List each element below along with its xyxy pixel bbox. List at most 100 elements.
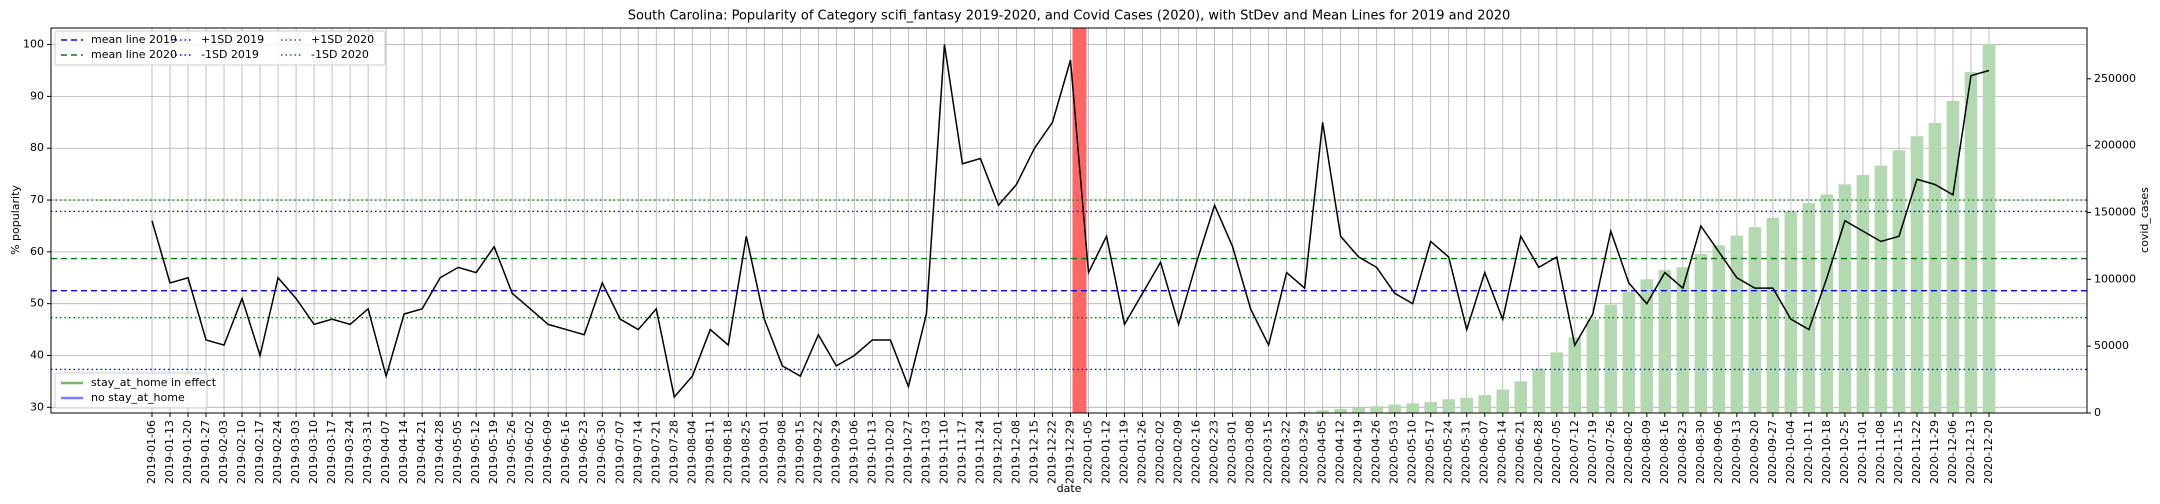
bar — [1748, 227, 1762, 413]
bar — [1532, 368, 1546, 413]
x-tick-label: 2020-10-11 — [1802, 420, 1815, 484]
legend-box — [54, 372, 208, 409]
x-tick-label: 2020-01-19 — [1118, 420, 1131, 484]
bar — [1964, 72, 1978, 413]
x-tick-label: 2019-03-17 — [325, 420, 338, 484]
x-tick-label: 2019-06-23 — [577, 420, 590, 484]
bar — [1802, 203, 1816, 413]
y-tick-label: 40 — [30, 348, 44, 361]
bar — [1694, 253, 1708, 413]
bar — [1550, 352, 1564, 413]
x-tick-label: 2020-09-13 — [1730, 420, 1743, 484]
x-tick-label: 2019-05-05 — [451, 420, 464, 484]
x-tick-label: 2020-05-31 — [1460, 420, 1473, 484]
x-tick-label: 2020-07-19 — [1586, 420, 1599, 484]
x-tick-label: 2020-08-30 — [1694, 420, 1707, 484]
bar — [1478, 395, 1492, 413]
x-tick-label: 2019-03-24 — [343, 420, 356, 484]
y-tick-label: 90 — [30, 89, 44, 102]
x-tick-label: 2020-11-29 — [1928, 420, 1941, 484]
y2-axis-label: covid_cases — [2138, 187, 2151, 253]
bar — [1352, 407, 1365, 413]
bar — [1604, 304, 1618, 413]
bar — [1514, 381, 1528, 413]
legend-label: stay_at_home in effect — [91, 376, 217, 389]
x-tick-label: 2020-02-09 — [1172, 420, 1185, 484]
x-tick-label: 2020-11-01 — [1856, 420, 1869, 484]
x-tick-label: 2020-01-05 — [1082, 420, 1095, 484]
x-tick-label: 2019-01-20 — [181, 420, 194, 484]
x-tick-label: 2019-01-27 — [199, 420, 212, 484]
x-tick-label: 2020-08-16 — [1658, 420, 1671, 484]
bar — [1820, 194, 1834, 413]
x-tick-label: 2020-12-20 — [1982, 420, 1995, 484]
x-tick-label: 2019-12-08 — [1009, 420, 1022, 484]
x-tick-label: 2019-10-13 — [865, 420, 878, 484]
x-tick-label: 2019-08-25 — [739, 420, 752, 484]
x-tick-label: 2020-10-18 — [1820, 420, 1833, 484]
bar — [1928, 122, 1942, 413]
x-tick-label: 2019-11-17 — [955, 420, 968, 484]
x-tick-label: 2020-07-26 — [1604, 420, 1617, 484]
x-tick-label: 2019-08-18 — [721, 420, 734, 484]
bar — [1910, 136, 1924, 413]
x-tick-label: 2020-11-08 — [1874, 420, 1887, 484]
x-tick-label: 2020-09-06 — [1712, 420, 1725, 484]
x-tick-label: 2020-08-09 — [1640, 420, 1653, 484]
x-tick-label: 2020-06-21 — [1514, 420, 1527, 484]
bar — [1784, 211, 1798, 413]
legend-label: no stay_at_home — [91, 391, 185, 404]
x-tick-label: 2019-03-03 — [289, 420, 302, 484]
x-tick-label: 2019-06-30 — [595, 420, 608, 484]
x-tick-label: 2020-01-26 — [1136, 420, 1149, 484]
bar — [1334, 408, 1347, 413]
x-tick-label: 2020-06-07 — [1478, 420, 1491, 484]
x-tick-label: 2020-04-19 — [1352, 420, 1365, 484]
y2-tick-label: 200000 — [2094, 139, 2136, 152]
x-tick-label: 2019-03-10 — [307, 420, 320, 484]
y-tick-label: 70 — [30, 193, 44, 206]
plot-frame — [50, 27, 2088, 414]
legend: mean line 2019 mean line 2020 +1SD 2019 -1S… — [54, 30, 386, 66]
x-tick-label: 2019-03-31 — [361, 420, 374, 484]
x-tick-label: 2019-09-15 — [793, 420, 806, 484]
x-tick-label: 2019-02-03 — [217, 420, 230, 484]
legend-label: mean line 2020 — [91, 48, 177, 61]
bar — [1298, 411, 1311, 413]
x-tick-label: 2019-06-02 — [523, 420, 536, 484]
bar — [1460, 397, 1474, 413]
x-tick-label: 2020-03-29 — [1298, 420, 1311, 484]
x-tick-label: 2020-10-04 — [1784, 420, 1797, 484]
x-tick-label: 2020-05-17 — [1424, 420, 1437, 484]
bar — [1712, 245, 1726, 413]
bar — [1658, 269, 1672, 413]
x-tick-label: 2019-12-22 — [1045, 420, 1058, 484]
x-axis-label: date — [1057, 482, 1082, 495]
y-tick-label: 80 — [30, 141, 44, 154]
y2-tick-label: 0 — [2094, 406, 2101, 419]
x-tick-label: 2020-04-12 — [1334, 420, 1347, 484]
bar — [1838, 184, 1852, 413]
x-tick-label: 2019-09-22 — [811, 420, 824, 484]
x-tick-label: 2020-04-26 — [1370, 420, 1383, 484]
x-tick-label: 2020-02-16 — [1190, 420, 1203, 484]
x-tick-label: 2019-02-17 — [253, 420, 266, 484]
y-tick-label: 50 — [30, 297, 44, 310]
x-tick-label: 2019-05-26 — [505, 420, 518, 484]
line — [151, 44, 1990, 399]
x-tick-label: 2020-11-22 — [1910, 420, 1923, 484]
bar — [1388, 404, 1401, 413]
x-tick-label: 2019-10-20 — [883, 420, 896, 484]
x-tick-label: 2020-12-13 — [1964, 420, 1977, 484]
bar — [1730, 235, 1744, 413]
bar — [1982, 44, 1996, 414]
x-tick-label: 2019-11-24 — [973, 420, 986, 484]
x-tick-label: 2020-05-24 — [1442, 420, 1455, 484]
x-tick-label: 2019-06-09 — [541, 420, 554, 484]
x-tick-label: 2019-08-11 — [703, 420, 716, 484]
legend-label: -1SD 2019 — [201, 48, 259, 61]
legend-box — [54, 30, 386, 66]
legend-label: +1SD 2019 — [201, 33, 264, 46]
bar — [1586, 319, 1600, 413]
